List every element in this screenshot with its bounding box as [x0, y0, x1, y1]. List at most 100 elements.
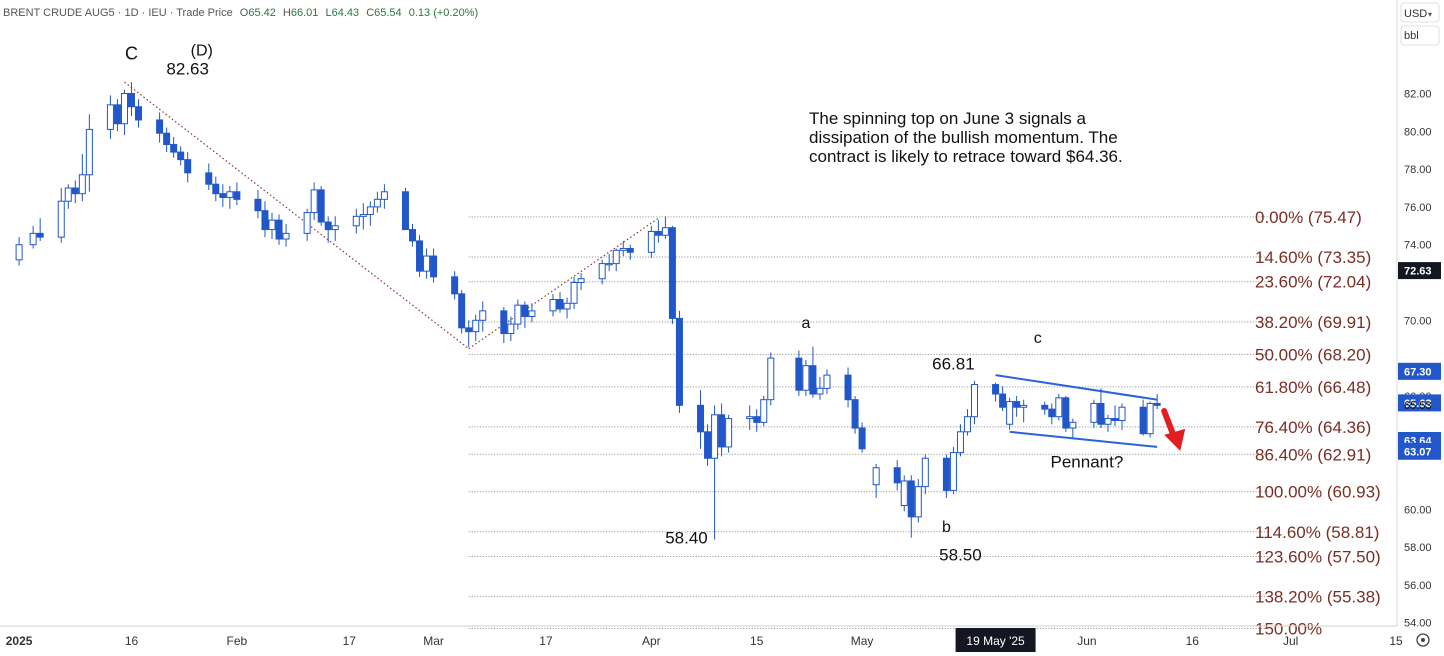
candle-body [718, 414, 726, 448]
candle-body [1006, 401, 1014, 425]
candle-body [647, 230, 655, 253]
candle-body [809, 365, 817, 395]
time-tick-label: Apr [642, 634, 661, 648]
gear-icon [1416, 633, 1430, 647]
candle-body [331, 225, 339, 231]
candle-body [128, 93, 135, 108]
candle-body [942, 457, 950, 491]
note-text: The spinning top on June 3 signals a dis… [809, 109, 1123, 166]
time-axis[interactable]: 2025 16 Feb 17 Mar 17 Apr 15 May Jun 16 Jul 15 19 Ma… [0, 625, 1430, 652]
crosshair-date-badge [955, 628, 1036, 652]
candle-body [219, 193, 227, 198]
price-type-label[interactable]: Trade Price [176, 7, 232, 19]
time-tick-label: 15 [1389, 634, 1403, 648]
candle-body [15, 244, 23, 261]
candle-body [275, 219, 283, 240]
candle-body [205, 172, 213, 185]
candle-body [458, 293, 466, 329]
candle-body [802, 365, 810, 391]
candle-body [507, 323, 515, 335]
unit-box [1400, 25, 1440, 46]
candle-body [352, 215, 360, 227]
price-tick-label: 74.00 [1404, 240, 1432, 252]
candle-body [57, 200, 65, 238]
candle-body [1097, 402, 1105, 425]
price-badge-label: 67.30 [1404, 366, 1432, 378]
candle-body [795, 357, 803, 391]
candle-body [992, 384, 1000, 395]
candle-body [71, 187, 79, 195]
candle-body [29, 232, 37, 246]
close-value: 65.54 [374, 7, 402, 19]
pennant-trendline [995, 374, 1158, 401]
change-value: 0.13 (+0.20%) [409, 7, 478, 19]
price-tick-label: 56.00 [1404, 580, 1432, 592]
candle-body [36, 232, 44, 238]
time-tick-label: 17 [539, 634, 553, 648]
symbol-header: BRENT CRUDE AUG5 · 1D · IEU · Trade Pric… [3, 7, 478, 19]
candle-body [120, 93, 128, 125]
red-arrow-head [1164, 428, 1186, 451]
price-badge [1398, 362, 1441, 380]
price-tick-label: 58.00 [1404, 542, 1432, 554]
time-tick-label: 15 [750, 634, 764, 648]
time-tick-label: Jun [1077, 634, 1096, 648]
fib-level-label: 123.60% (57.50) [1255, 548, 1381, 567]
note-line-3: contract is likely to retrace toward $64… [809, 147, 1123, 166]
candle-body [451, 276, 459, 295]
candle-body [317, 189, 325, 223]
swing-dotted-line [124, 81, 470, 350]
gear-icon-center [1421, 638, 1425, 642]
time-tick-label: 16 [125, 634, 139, 648]
candle-body [380, 191, 388, 200]
fib-level-label: 76.40% (64.36) [1255, 418, 1371, 437]
candle-body [1111, 418, 1119, 421]
price-tick-label: 82.00 [1404, 89, 1432, 101]
candle-body [430, 255, 438, 278]
candle-body [282, 232, 290, 240]
candle-body [170, 144, 178, 153]
candle-body [113, 104, 121, 125]
time-tick-label: 2025 [6, 634, 33, 648]
candle-body [914, 486, 922, 518]
chart-annotation: C [125, 43, 138, 63]
candle-body [1104, 418, 1112, 425]
price-axis[interactable]: USD ▾ bbl 82.00 80.00 78.00 76.00 74.00 70.00… [1396, 0, 1441, 630]
candle-body [711, 414, 719, 459]
exchange-label: IEU [148, 7, 166, 19]
candle-body [479, 310, 487, 321]
interval-label[interactable]: 1D [124, 7, 138, 19]
candle-body [872, 467, 880, 486]
svg-text:BRENT CRUDE AUG5 ·: BRENT CRUDE AUG5 · 1D · IEU · Trade Pric… [3, 7, 478, 19]
chart-annotation: 82.63 [166, 60, 209, 79]
fib-level-label: 86.40% (62.91) [1255, 445, 1371, 464]
fib-level-label: 14.60% (73.35) [1255, 248, 1371, 267]
candle-body [612, 249, 620, 265]
candle-body [921, 457, 929, 488]
candle-body [1020, 404, 1028, 408]
settings-button[interactable] [1416, 633, 1430, 647]
candle-body [184, 159, 192, 174]
fibonacci-levels: 0.00% (75.47) 14.60% (73.35) 23.60% (72.04… [468, 208, 1381, 639]
candle-body [668, 227, 676, 319]
symbol-name[interactable]: BRENT CRUDE AUG5 [3, 7, 115, 19]
candle-body [1146, 402, 1154, 435]
candle-body [500, 310, 508, 335]
candle-body [1062, 397, 1070, 429]
candle-body [900, 480, 908, 507]
unit-selector[interactable]: bbl [1400, 25, 1440, 46]
candle-body [549, 299, 557, 312]
currency-selector[interactable]: USD ▾ [1400, 2, 1440, 23]
note-line-1: The spinning top on June 3 signals a [809, 109, 1086, 128]
candle-body [760, 399, 768, 423]
candle-body [1013, 401, 1021, 408]
candle-body [907, 480, 915, 518]
candle-body [746, 416, 754, 420]
price-tick-label: 76.00 [1404, 202, 1432, 214]
candle-body [654, 230, 662, 236]
time-tick-label: May [851, 634, 874, 648]
candle-body [577, 278, 585, 284]
